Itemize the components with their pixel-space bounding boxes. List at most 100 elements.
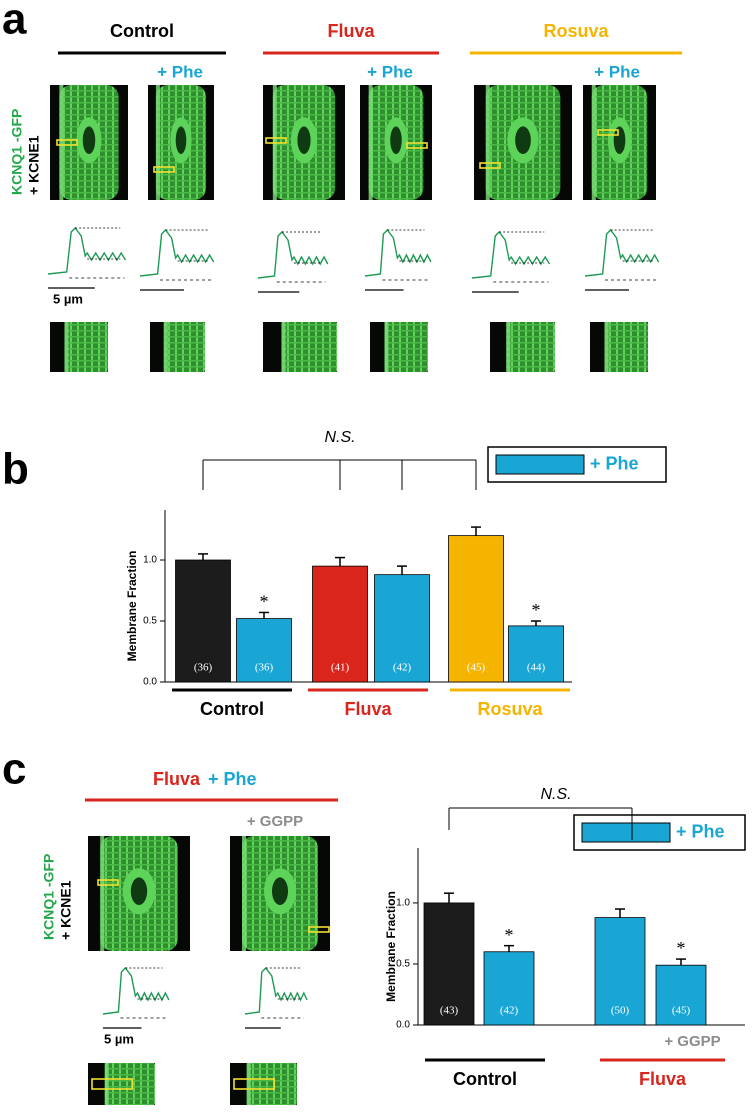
panel-title: Fluva [153,769,201,789]
y-tick-label: 0.5 [396,959,410,970]
n-label: (42) [500,1005,519,1017]
cell [384,322,428,372]
scale-label: 5 µm [53,291,83,306]
side-label: KCNQ1 -GFP [41,854,57,940]
annotation: N.S. [324,429,355,446]
roi-box [479,162,501,169]
legend-label: + Phe [590,453,639,473]
cell [246,1063,297,1105]
side-label: KCNQ1 -GFP [9,109,25,195]
side-label: + KCNE1 [26,135,42,195]
cell-membrane [506,322,511,372]
n-label: (45) [467,662,486,674]
n-label: (43) [440,1005,459,1017]
y-tick-label: 0.5 [143,616,157,627]
y-tick-label: 1.0 [396,898,410,909]
group-label: Control [200,699,264,719]
cell-membrane [155,85,160,200]
treatment-label: + Phe [157,62,203,81]
side-label: + KCNE1 [58,880,74,940]
nucleus [515,126,531,154]
n-label: (50) [611,1005,630,1017]
significance-mark: * [677,938,686,958]
group-label: Control [453,1069,517,1089]
nucleus [297,126,311,154]
legend-swatch [581,822,671,843]
cell-membrane [100,836,105,951]
cell-membrane [246,1063,251,1105]
y-axis-label: Membrane Fraction [125,551,139,662]
panel-label: b [2,445,29,494]
cell-membrane [384,322,389,372]
bar [508,625,564,683]
bar [655,964,707,1026]
cell-membrane [485,85,490,200]
group-title: Fluva [327,21,375,41]
group-label: Rosuva [477,699,543,719]
roi-box [91,1078,134,1090]
n-label: (45) [672,1005,691,1017]
nucleus [613,126,626,154]
legend-swatch [495,454,585,475]
n-label: (36) [255,662,274,674]
group-title: Control [110,21,174,41]
annotation: N.S. [540,786,571,803]
cell [64,322,108,372]
y-axis-label: Membrane Fraction [384,891,398,1002]
nucleus [82,126,96,154]
intensity-trace [471,230,551,279]
group-title: Rosuva [543,21,609,41]
intensity-trace [244,966,308,1015]
roi-box [308,926,330,933]
y-tick-label: 1.0 [143,555,157,566]
intensity-trace [257,230,329,279]
group-label: Fluva [639,1069,687,1089]
bar [448,535,504,683]
intensity-trace [102,966,170,1015]
scale-label: 5 µm [104,1031,134,1046]
significance-mark: * [505,925,514,945]
cell-membrane [368,85,373,200]
cell [281,322,337,372]
roi-box [97,879,119,886]
panel-title: + Phe [208,769,257,789]
y-tick-label: 0.0 [143,677,157,688]
roi-box [233,1078,276,1090]
panel-label: a [2,0,27,44]
nucleus [175,126,187,154]
cell-membrane [604,322,609,372]
bar [423,902,475,1026]
nucleus [272,877,288,905]
intensity-trace [364,228,432,277]
roi-box [265,137,287,144]
rescue-label: + GGPP [247,813,303,830]
intensity-trace [47,226,127,275]
cell-membrane [104,1063,109,1105]
nucleus [130,877,148,905]
cell-membrane [591,85,596,200]
cell-membrane [281,322,286,372]
treatment-label: + Phe [594,62,640,81]
cell-membrane [242,836,246,951]
bar [175,559,231,683]
cell-membrane [59,85,64,200]
bar [236,618,292,683]
intensity-trace [584,228,660,277]
bar [594,917,646,1026]
n-label: (41) [331,662,350,674]
group-label: Fluva [344,699,392,719]
roi-box [406,142,428,149]
panel-label: c [2,745,26,794]
n-label: (42) [393,662,412,674]
cell [604,322,648,372]
cell [506,322,555,372]
roi-box [56,139,78,146]
bar [483,951,535,1026]
cell-membrane [163,322,168,372]
cell [104,1063,155,1105]
significance-mark: * [260,592,269,612]
bar [374,574,430,683]
group-sublabel: + GGPP [664,1033,720,1050]
y-tick-label: 0.0 [396,1020,410,1031]
bar [312,565,368,683]
